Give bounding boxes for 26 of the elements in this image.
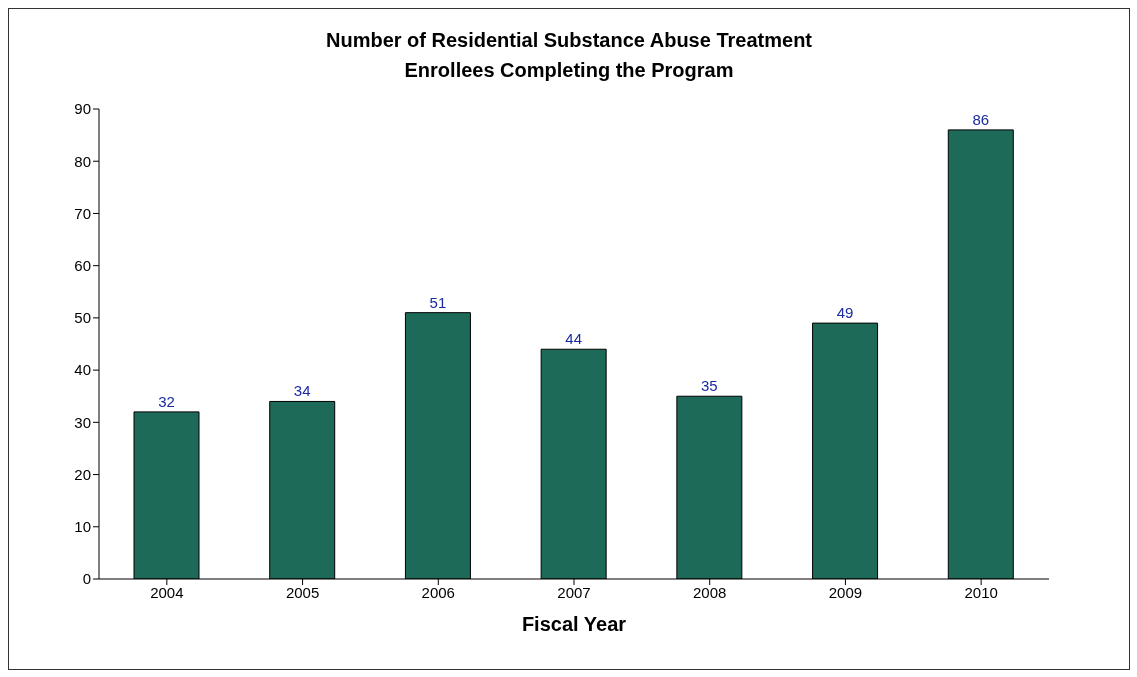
data-label: 34 xyxy=(293,382,311,400)
y-tick-label: 40 xyxy=(74,361,91,379)
y-tick-label: 0 xyxy=(82,570,91,588)
y-tick-label: 70 xyxy=(74,204,91,222)
y-tick-label: 90 xyxy=(74,100,91,118)
x-tick-label: 2008 xyxy=(693,583,727,601)
x-tick-label: 2004 xyxy=(150,583,184,601)
y-tick-label: 20 xyxy=(74,465,91,483)
y-tick-label: 10 xyxy=(74,518,91,536)
y-tick-label: 50 xyxy=(74,309,91,327)
x-tick-label: 2007 xyxy=(557,583,591,601)
data-label: 86 xyxy=(972,110,990,128)
data-label: 49 xyxy=(836,304,854,322)
y-tick-label: 30 xyxy=(74,413,91,431)
data-label: 44 xyxy=(565,330,582,348)
x-tick-label: 2009 xyxy=(828,583,863,601)
data-label: 35 xyxy=(701,377,718,395)
data-label: 32 xyxy=(158,392,175,410)
x-axis-title: Fiscal Year xyxy=(521,613,627,635)
chart-title: Number of Residential Substance Abuse Treatment Enrollees Completing the Program xyxy=(324,28,813,83)
y-tick-label: 80 xyxy=(74,152,91,170)
data-label: 51 xyxy=(429,293,447,311)
x-tick-label: 2006 xyxy=(421,583,455,601)
y-tick-label: 60 xyxy=(74,256,91,274)
x-tick-label: 2010 xyxy=(964,583,998,601)
x-tick-label: 2005 xyxy=(285,583,320,601)
